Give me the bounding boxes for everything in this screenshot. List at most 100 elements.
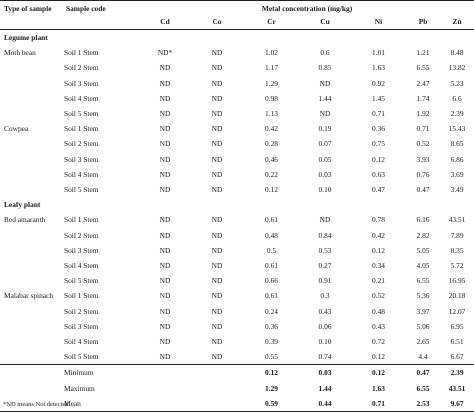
value-zn: 6.51	[450, 337, 464, 347]
value-zn: 3.69	[450, 169, 464, 179]
value-cu: 0.84	[318, 230, 332, 240]
value-zn: 8.65	[450, 139, 464, 149]
value-cu: 0.19	[318, 124, 332, 134]
header-metal-cd: Cd	[160, 17, 170, 26]
value-cr: 0.24	[265, 306, 278, 316]
value-cr: 0.48	[265, 230, 278, 240]
header-metal-zn: Zn	[452, 17, 462, 26]
value-co: ND	[211, 276, 223, 286]
species-cell	[0, 60, 62, 75]
value-ni: 0.42	[372, 230, 385, 240]
summary-empty-cd	[140, 396, 190, 412]
value-zn: 5.23	[450, 78, 464, 88]
summary-value-pb: 2.53	[416, 398, 430, 408]
sample-code: Soil 4 Stem	[64, 93, 99, 103]
value-ni: 1.01	[372, 48, 385, 58]
summary-value-cr: 0.59	[265, 398, 278, 408]
value-cd: ND	[159, 109, 171, 119]
species-name: Red amaranth	[4, 215, 46, 225]
species-cell	[0, 304, 62, 319]
table-header: Type of sample Sample code Metal concent…	[0, 0, 474, 30]
table-row: Soil 4 Stem ND ND 0.98 1.44 1.45 1.74 6.6	[0, 91, 474, 106]
value-cu: 0.10	[318, 185, 332, 195]
value-cr: 1.02	[265, 48, 278, 58]
header-metal-ni: Ni	[374, 17, 383, 26]
header-metal-cr: Cr	[267, 17, 276, 26]
value-cr: 1.17	[265, 63, 278, 73]
value-ni: 0.21	[372, 276, 385, 286]
value-cr: 0.39	[265, 337, 278, 347]
value-cr: 0.46	[265, 154, 278, 164]
value-cu: 0.10	[318, 337, 332, 347]
summary-value-ni: 0.71	[372, 398, 385, 408]
header-metal-cu: Cu	[320, 17, 330, 26]
value-cu: 0.07	[318, 139, 332, 149]
species-cell	[0, 228, 62, 243]
value-ni: 0.12	[372, 154, 385, 164]
sample-code: Soil 3 Stem	[64, 78, 99, 88]
species-cell	[0, 167, 62, 182]
table-row: Soil 2 Stem ND ND 0.28 0.07 0.75 0.52 8.65	[0, 136, 474, 151]
species-cell	[0, 258, 62, 273]
value-co: ND	[211, 185, 223, 195]
value-cr: 0.61	[265, 215, 278, 225]
table-row: Soil 2 Stem ND ND 0.24 0.43 0.48 3.97 12.07	[0, 304, 474, 319]
table-row: Soil 5 Stem ND ND 0.66 0.91 0.21 6.55 16.95	[0, 273, 474, 288]
value-cd: ND	[159, 185, 171, 195]
header-metals-row: Cd Co Cr Cu Ni Pb Zn	[0, 15, 474, 30]
sample-code: Soil 3 Stem	[64, 321, 99, 331]
summary-empty-co	[190, 396, 244, 412]
value-ni: 0.43	[372, 321, 385, 331]
species-name: Moth bean	[4, 48, 36, 58]
header-type-of-sample: Type of sample	[4, 4, 52, 13]
value-co: ND	[211, 124, 223, 134]
summary-value-zn: 2.39	[450, 368, 464, 378]
value-co: ND	[211, 48, 223, 58]
summary-row-mean: Mean 0.59 0.44 0.71 2.53 9.67	[0, 396, 474, 412]
value-cu: 0.85	[318, 63, 332, 73]
value-pb: 0.71	[416, 124, 430, 134]
value-ni: 0.12	[372, 352, 385, 362]
value-cr: 0.61	[265, 291, 278, 301]
summary-value-ni: 1.63	[372, 383, 385, 393]
summary-value-cu: 1.44	[318, 383, 332, 393]
value-pb: 1.21	[416, 48, 430, 58]
sample-code: Soil 3 Stem	[64, 245, 99, 255]
species-name: Malabar spinach	[4, 291, 54, 301]
value-cu: 0.3	[320, 291, 330, 301]
summary-value-cu: 0.03	[318, 368, 332, 378]
species-cell	[0, 106, 62, 121]
value-zn: 43.51	[448, 215, 466, 225]
table-row: Soil 4 Stem ND ND 0.61 0.27 0.34 4.05 5.72	[0, 258, 474, 273]
value-ni: 0.63	[372, 169, 385, 179]
summary-label: Mean	[64, 398, 81, 408]
value-cu: 0.03	[318, 169, 332, 179]
value-cd: ND	[159, 154, 171, 164]
sample-code: Soil 5 Stem	[64, 109, 99, 119]
species-name: Cowpea	[4, 124, 29, 134]
value-co: ND	[211, 169, 223, 179]
value-pb: 5.36	[416, 291, 430, 301]
value-co: ND	[211, 109, 223, 119]
summary-value-ni: 0.12	[372, 368, 385, 378]
value-cr: 0.42	[265, 124, 278, 134]
value-cd: ND	[159, 337, 171, 347]
value-cu: ND	[319, 78, 331, 88]
sample-code: Soil 5 Stem	[64, 276, 99, 286]
table-body: Legume plant Moth bean Soil 1 Stem ND* ND 1.0…	[0, 30, 474, 412]
species-cell	[0, 136, 62, 151]
sample-code: Soil 4 Stem	[64, 169, 99, 179]
species-cell	[0, 349, 62, 365]
value-co: ND	[211, 215, 223, 225]
value-ni: 0.12	[372, 245, 385, 255]
value-cu: ND	[319, 215, 331, 225]
value-zn: 6.95	[450, 321, 464, 331]
sample-code: Soil 5 Stem	[64, 352, 99, 362]
value-ni: 1.45	[372, 93, 385, 103]
value-pb: 0.76	[416, 169, 430, 179]
table-row: Red amaranth Soil 1 Stem ND ND 0.61 ND 0.78 6.1…	[0, 212, 474, 227]
value-zn: 2.39	[450, 109, 464, 119]
value-cd: ND	[159, 261, 171, 271]
